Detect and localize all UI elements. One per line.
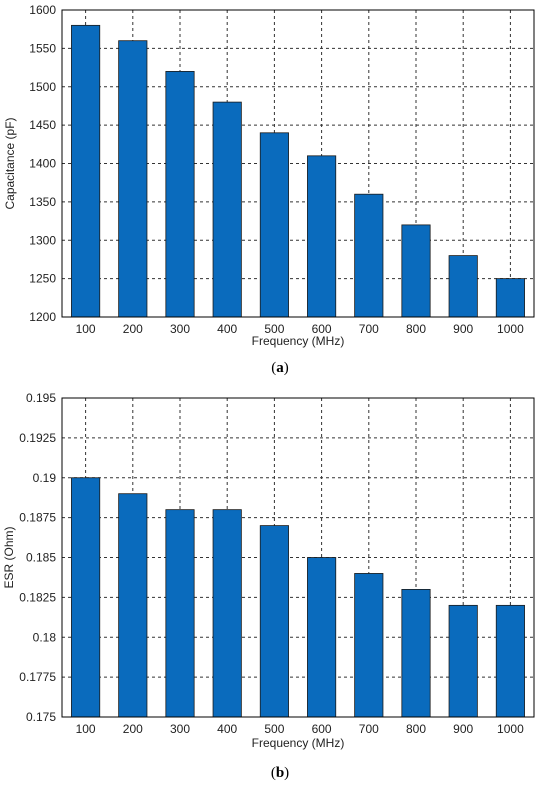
bar-300 (165, 509, 195, 718)
x-tick-label: 500 (264, 322, 284, 336)
bar-200 (118, 40, 148, 318)
x-tick-label: 500 (264, 722, 284, 736)
x-tick-label: 1000 (497, 722, 524, 736)
x-tick-label: 900 (453, 722, 473, 736)
bar-900 (448, 255, 478, 318)
y-tick-label: 0.175 (26, 710, 56, 724)
y-tick-label: 1550 (29, 41, 56, 55)
x-tick-label: 700 (359, 322, 379, 336)
bar-800 (401, 589, 431, 718)
bar-700 (354, 573, 384, 718)
x-tick-label: 300 (170, 322, 190, 336)
y-tick-label: 0.185 (26, 551, 56, 565)
y-tick-label: 1600 (29, 3, 56, 17)
y-axis-label: ESR (Ohm) (2, 526, 16, 588)
panel-caption: (b) (271, 765, 289, 781)
x-axis-label: Frequency (MHz) (252, 736, 345, 750)
bar-500 (259, 525, 289, 718)
bar-300 (165, 71, 195, 318)
y-tick-label: 0.1875 (19, 511, 56, 525)
x-tick-label: 600 (312, 322, 332, 336)
x-tick-label: 100 (76, 722, 96, 736)
x-tick-label: 800 (406, 722, 426, 736)
y-tick-label: 0.1825 (19, 590, 56, 604)
y-tick-label: 0.1775 (19, 670, 56, 684)
x-tick-label: 400 (217, 322, 237, 336)
y-tick-label: 1300 (29, 233, 56, 247)
y-tick-label: 0.19 (33, 471, 57, 485)
panel-caption: (a) (271, 360, 289, 376)
bar-400 (212, 101, 242, 318)
y-tick-label: 1400 (29, 157, 56, 171)
x-tick-label: 200 (123, 322, 143, 336)
x-tick-label: 400 (217, 722, 237, 736)
bar-600 (307, 557, 337, 718)
y-tick-label: 0.1925 (19, 431, 56, 445)
bar-600 (307, 155, 337, 318)
bar-1000 (495, 604, 525, 718)
bar-900 (448, 604, 478, 718)
plot-frame (61, 9, 535, 318)
bar-500 (259, 132, 289, 318)
x-tick-label: 100 (76, 322, 96, 336)
x-tick-label: 900 (453, 322, 473, 336)
x-tick-label: 300 (170, 722, 190, 736)
x-tick-label: 200 (123, 722, 143, 736)
y-tick-label: 1350 (29, 195, 56, 209)
x-tick-label: 800 (406, 322, 426, 336)
y-tick-label: 1450 (29, 118, 56, 132)
y-tick-label: 1500 (29, 80, 56, 94)
x-tick-label: 600 (312, 722, 332, 736)
y-axis-label: Capacitance (pF) (3, 117, 17, 209)
x-axis-label: Frequency (MHz) (252, 334, 345, 348)
bar-700 (354, 193, 384, 318)
x-tick-label: 700 (359, 722, 379, 736)
bar-100 (71, 24, 101, 318)
chart-panel-b: 0.175 0.1775 0.18 0.1825 0.185 0.1875 0.19 0.19… (2, 391, 535, 781)
bar-800 (401, 224, 431, 318)
y-tick-label: 0.18 (33, 630, 57, 644)
bar-400 (212, 509, 242, 718)
x-tick-label: 1000 (497, 322, 524, 336)
y-tick-label: 1200 (29, 310, 56, 324)
plot-frame (61, 397, 535, 718)
y-tick-label: 1250 (29, 272, 56, 286)
bar-200 (118, 493, 148, 718)
bar-1000 (495, 278, 525, 318)
chart-panel-a: 1200 1250 1300 1350 1400 1450 1500 1550 1600 100 2… (3, 3, 535, 376)
bar-100 (71, 477, 101, 718)
y-tick-label: 0.195 (26, 391, 56, 405)
